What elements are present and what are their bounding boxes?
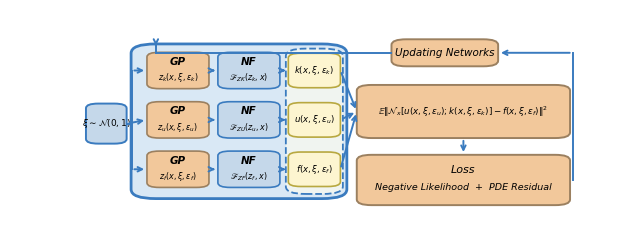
- Text: GP: GP: [170, 57, 186, 67]
- FancyBboxPatch shape: [218, 52, 280, 89]
- FancyBboxPatch shape: [356, 85, 570, 138]
- FancyBboxPatch shape: [147, 52, 209, 89]
- Text: $\mathscr{F}_{ZK}(z_k,x)$: $\mathscr{F}_{ZK}(z_k,x)$: [229, 72, 268, 84]
- Text: Loss: Loss: [451, 165, 476, 175]
- FancyBboxPatch shape: [288, 152, 340, 187]
- Text: GP: GP: [170, 156, 186, 166]
- Text: NF: NF: [241, 106, 257, 116]
- Text: Updating Networks: Updating Networks: [395, 48, 495, 58]
- Text: $f(x,\xi,\varepsilon_f)$: $f(x,\xi,\varepsilon_f)$: [296, 163, 333, 176]
- FancyBboxPatch shape: [392, 39, 498, 66]
- FancyBboxPatch shape: [288, 53, 340, 88]
- Text: $\xi \sim \mathcal{N}(0,1)$: $\xi \sim \mathcal{N}(0,1)$: [82, 117, 131, 130]
- FancyBboxPatch shape: [86, 104, 127, 144]
- FancyBboxPatch shape: [288, 103, 340, 137]
- Text: $z_f(x,\xi,\varepsilon_f)$: $z_f(x,\xi,\varepsilon_f)$: [159, 170, 197, 183]
- Text: $\mathbb{E}\|\mathcal{N}_x[u(x,\xi,\varepsilon_u);k(x,\xi,\varepsilon_k)] - f(x,: $\mathbb{E}\|\mathcal{N}_x[u(x,\xi,\vare…: [378, 104, 548, 119]
- Text: $\mathscr{F}_{ZU}(z_u,x)$: $\mathscr{F}_{ZU}(z_u,x)$: [229, 121, 269, 134]
- FancyBboxPatch shape: [131, 44, 347, 199]
- Text: $u(x,\xi,\varepsilon_u)$: $u(x,\xi,\varepsilon_u)$: [294, 113, 335, 126]
- Text: $\mathscr{F}_{ZF}(z_f,x)$: $\mathscr{F}_{ZF}(z_f,x)$: [230, 170, 268, 183]
- FancyBboxPatch shape: [147, 102, 209, 138]
- FancyBboxPatch shape: [147, 151, 209, 187]
- Text: Negative Likelihood  +  PDE Residual: Negative Likelihood + PDE Residual: [375, 183, 552, 192]
- FancyBboxPatch shape: [218, 102, 280, 138]
- Text: $k(x,\xi,\varepsilon_k)$: $k(x,\xi,\varepsilon_k)$: [294, 64, 335, 77]
- FancyBboxPatch shape: [218, 151, 280, 187]
- Text: NF: NF: [241, 57, 257, 67]
- Text: NF: NF: [241, 156, 257, 166]
- FancyBboxPatch shape: [286, 49, 343, 194]
- Text: $z_k(x,\xi,\varepsilon_k)$: $z_k(x,\xi,\varepsilon_k)$: [157, 71, 198, 84]
- Text: $z_u(x,\xi,\varepsilon_u)$: $z_u(x,\xi,\varepsilon_u)$: [157, 121, 198, 134]
- Text: GP: GP: [170, 106, 186, 116]
- FancyBboxPatch shape: [356, 155, 570, 205]
